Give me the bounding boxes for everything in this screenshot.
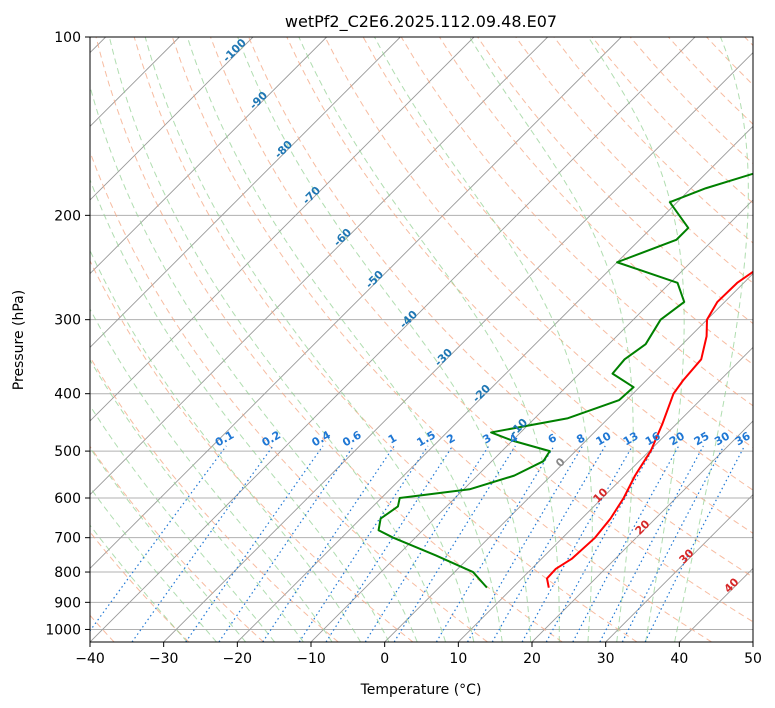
isotherm-line (90, 37, 548, 496)
dry-adiabat-line (90, 259, 414, 642)
x-tick-label: 20 (523, 651, 541, 667)
x-tick-label: −20 (223, 651, 253, 667)
background-lines (90, 37, 753, 642)
moist-adiabat-line (186, 37, 503, 642)
mixing-ratio-line (298, 445, 429, 642)
dry-adiabat-line (324, 37, 753, 491)
moist-adiabat-line (90, 359, 304, 642)
temperature-line (545, 270, 753, 588)
y-tick-label: 800 (54, 565, 81, 581)
moist-adiabat-line (90, 84, 418, 642)
dewpoint-line (377, 172, 753, 589)
moist-adiabat-line (298, 37, 560, 642)
isotherm-line (458, 346, 753, 642)
y-axis: 1000 900 800 700 600 500 400 300 200 100 (45, 30, 90, 638)
moist-adiabat-line (108, 37, 447, 642)
mixing-ratio-line (325, 445, 454, 642)
y-tick-label: 100 (54, 30, 81, 46)
moist-adiabat-line (237, 37, 532, 642)
dry-adiabat-line (171, 37, 712, 642)
y-axis-label: Pressure (hPa) (11, 290, 27, 390)
moist-adiabat-line (374, 37, 593, 642)
x-tick-label: 10 (449, 651, 467, 667)
y-tick-label: 1000 (45, 622, 81, 638)
x-axis: −40 −30 −20 −10 0 10 20 30 40 50 (75, 642, 762, 667)
moist-adiabat-line (90, 524, 188, 642)
x-axis-label: Temperature (°C) (360, 682, 482, 698)
x-tick-label: −10 (296, 651, 326, 667)
x-tick-label: 30 (597, 651, 615, 667)
chart-title: wetPf2_C2E6.2025.112.09.48.E07 (285, 12, 557, 32)
dry-adiabat-line (515, 37, 753, 284)
dry-adiabat-line (210, 37, 753, 623)
mixing-ratio-line (364, 445, 490, 642)
isotherm-line (237, 125, 753, 642)
dry-adiabat-line (248, 37, 753, 578)
dry-adiabat-line (95, 37, 563, 642)
dry-adiabat-line (90, 445, 264, 642)
dry-adiabat-line (133, 37, 638, 642)
mixing-ratio-line (545, 445, 656, 642)
isotherm-line (531, 420, 753, 642)
isotherm-line (90, 37, 327, 275)
y-tick-label: 200 (54, 208, 81, 224)
mixing-ratio-line (393, 445, 516, 642)
isotherm-line (90, 37, 254, 201)
mixing-ratio-line (435, 445, 555, 642)
y-tick-label: 900 (54, 595, 81, 611)
moist-adiabat-line (587, 37, 685, 642)
mixing-ratio-line (491, 445, 606, 642)
dry-adiabat-line (286, 37, 753, 534)
moist-adiabat-line (674, 37, 749, 642)
y-tick-label: 300 (54, 313, 81, 329)
mixing-ratio-line (466, 445, 584, 642)
series-layer (377, 172, 753, 589)
isotherm-line (605, 494, 753, 642)
y-tick-label: 500 (54, 444, 81, 460)
y-tick-label: 600 (54, 491, 81, 507)
x-tick-label: −40 (75, 651, 105, 667)
isotherm-line (90, 37, 401, 348)
moist-adiabat-line (90, 249, 361, 642)
moist-adiabat-line (90, 404, 276, 642)
isotherm-line (90, 37, 622, 569)
mixing-ratio-line (262, 445, 395, 642)
x-tick-label: 40 (670, 651, 688, 667)
moist-adiabat-line (90, 178, 390, 642)
y-tick-label: 700 (54, 531, 81, 547)
x-tick-label: 0 (380, 651, 389, 667)
moist-adiabat-line (144, 37, 475, 642)
y-tick-label: 400 (54, 387, 81, 403)
x-tick-label: 50 (744, 651, 762, 667)
x-tick-label: −30 (149, 651, 179, 667)
isotherm-line (163, 52, 753, 642)
moist-adiabat-line (90, 447, 247, 642)
mixing-ratio-line (572, 445, 680, 642)
plot-frame (89, 36, 754, 643)
moist-adiabat-line (90, 308, 333, 642)
moist-adiabat-line (90, 486, 217, 642)
isotherm-line (384, 273, 753, 642)
